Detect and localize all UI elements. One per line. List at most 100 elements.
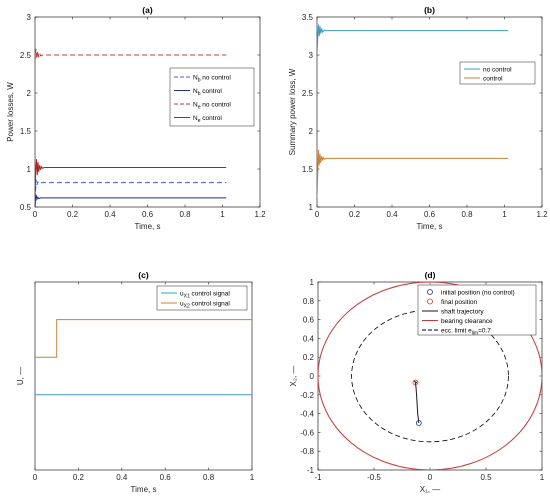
x-tick-label: 0 [315,210,320,219]
data-layer [317,24,509,198]
y-tick-label: 1 [310,278,315,287]
chart-title: (c) [138,270,149,280]
legend-label: shaft trajectory [441,309,484,316]
legend-box [156,285,248,311]
y-axis-label: U, — [16,367,25,385]
y-tick-label: -0.8 [300,447,314,456]
y-tick-label: 3 [27,13,32,22]
x-axis-label: Time, s [417,222,443,231]
x-tick-label: 0.6 [424,210,436,219]
panel-d: -1 -0.5 0 0.5 1 -1 -0.8 -0.6 -0.4 -0.2 0 0.2 0.4 0.6 0… [289,270,545,494]
y-tick-label: 2 [27,89,32,98]
x-tick-label: 0.2 [73,473,85,482]
legend-label: Ne control [193,115,222,124]
legend-label: final position [441,299,478,306]
x-tick-label: 1.2 [254,210,266,219]
x-tick-label: 0.8 [203,473,215,482]
x-axis-label: Time, s [135,222,161,231]
legend-label: Ne no control [193,102,231,111]
legend-label: ecc. limit elim=0.7 [441,328,491,337]
legend-label: bearing clearance [441,318,493,325]
legend-label: uX1 control signal [180,291,230,300]
x-tick-label: 0 [428,473,433,482]
x-axis-label: Time, s [131,485,157,494]
x-tick-label: 0.4 [116,473,128,482]
series-line-1 [35,194,227,207]
series-line-1 [317,149,509,198]
x-tick-label: 1 [540,473,545,482]
x-tick-label: 0.8 [461,210,473,219]
y-tick-label: 0 [310,372,315,381]
legend-label: uX2 control signal [180,301,230,310]
initial-position-marker [415,420,422,426]
plot-area [316,16,543,208]
x-tick-label: 0 [33,210,38,219]
x-tick-label: 0.6 [160,473,172,482]
series-line-2 [35,48,227,62]
y-axis-label: Power losses, W [6,82,15,142]
x-tick-label: 0.2 [349,210,361,219]
y-tick-label: -1 [307,466,315,475]
y-tick-label: 3 [309,51,314,60]
y-tick-label: 1 [309,203,314,212]
y-tick-label: 0.2 [303,353,315,362]
x-tick-label: -0.5 [367,473,381,482]
legend-label: no control [483,67,512,74]
data-layer [35,319,252,396]
x-tick-label: 1.2 [536,210,548,219]
x-tick-label: -1 [314,473,322,482]
legend: initial position (no control) final posit… [417,284,537,337]
chart-title: (d) [425,270,436,280]
y-tick-label: -0.4 [300,410,314,419]
y-tick-label: 2.5 [302,89,314,98]
y-tick-label: 2 [309,127,314,136]
x-tick-label: 1 [250,473,255,482]
y-tick-label: -0.6 [300,428,314,437]
x-tick-label: 0.8 [179,210,191,219]
x-tick-label: 0 [33,473,38,482]
y-tick-label: 1.5 [20,127,32,136]
y-tick-label: 0.5 [20,203,32,212]
y-tick-label: 2.5 [20,51,32,60]
y-tick-label: 0.4 [303,334,315,343]
x-tick-label: 0.2 [67,210,79,219]
y-tick-label: 3.5 [302,13,314,22]
x-tick-label: 0.6 [142,210,154,219]
legend-swatch [427,298,433,305]
panel-c: 0 0.2 0.4 0.6 0.8 1 (c) Time, s U, — uX1 control … [16,270,255,494]
chart-title: (b) [424,5,435,15]
series-line-3 [35,159,227,198]
x-axis-label: X₁, — [420,485,440,494]
final-position-marker [412,379,419,386]
y-tick-label: 0.6 [303,316,315,325]
y-axis-label: X₂, — [289,366,298,387]
legend-box [169,67,255,127]
legend: Nb no control Nb control Ne no control Ne c… [169,67,255,127]
legend-swatch [427,289,433,295]
legend: no control control [459,61,536,85]
data-layer [35,48,227,207]
legend-label: Nb no control [193,75,231,84]
series-line-1 [35,319,252,358]
plot-area [34,281,253,471]
y-tick-label: 1.5 [302,165,314,174]
series-line-0 [317,24,509,56]
x-tick-label: 0.4 [104,210,116,219]
y-tick-label: -0.2 [300,391,314,400]
shaft-trajectory [413,380,420,424]
legend-box [417,284,537,336]
y-axis-label: Summary power loss, W [288,68,297,155]
x-tick-label: 0.4 [386,210,398,219]
x-tick-label: 0.5 [480,473,492,482]
panel-a: 0 0.2 0.4 0.6 0.8 1 1.2 0.5 1 1.5 2 2.5 3 (a) Time, s P… [6,5,266,231]
panel-b: 0 0.2 0.4 0.6 0.8 1 1.2 1 1.5 2 2.5 3 3.5 (b) Time, s S… [288,5,548,231]
chart-title: (a) [142,5,153,15]
y-tick-label: 1 [27,165,32,174]
x-tick-label: 1 [220,210,225,219]
legend-label: Nb control [193,88,222,97]
y-tick-label: 0.8 [303,297,315,306]
legend-label: control [483,76,503,83]
legend-label: initial position (no control) [441,290,515,297]
x-tick-label: 1 [502,210,507,219]
